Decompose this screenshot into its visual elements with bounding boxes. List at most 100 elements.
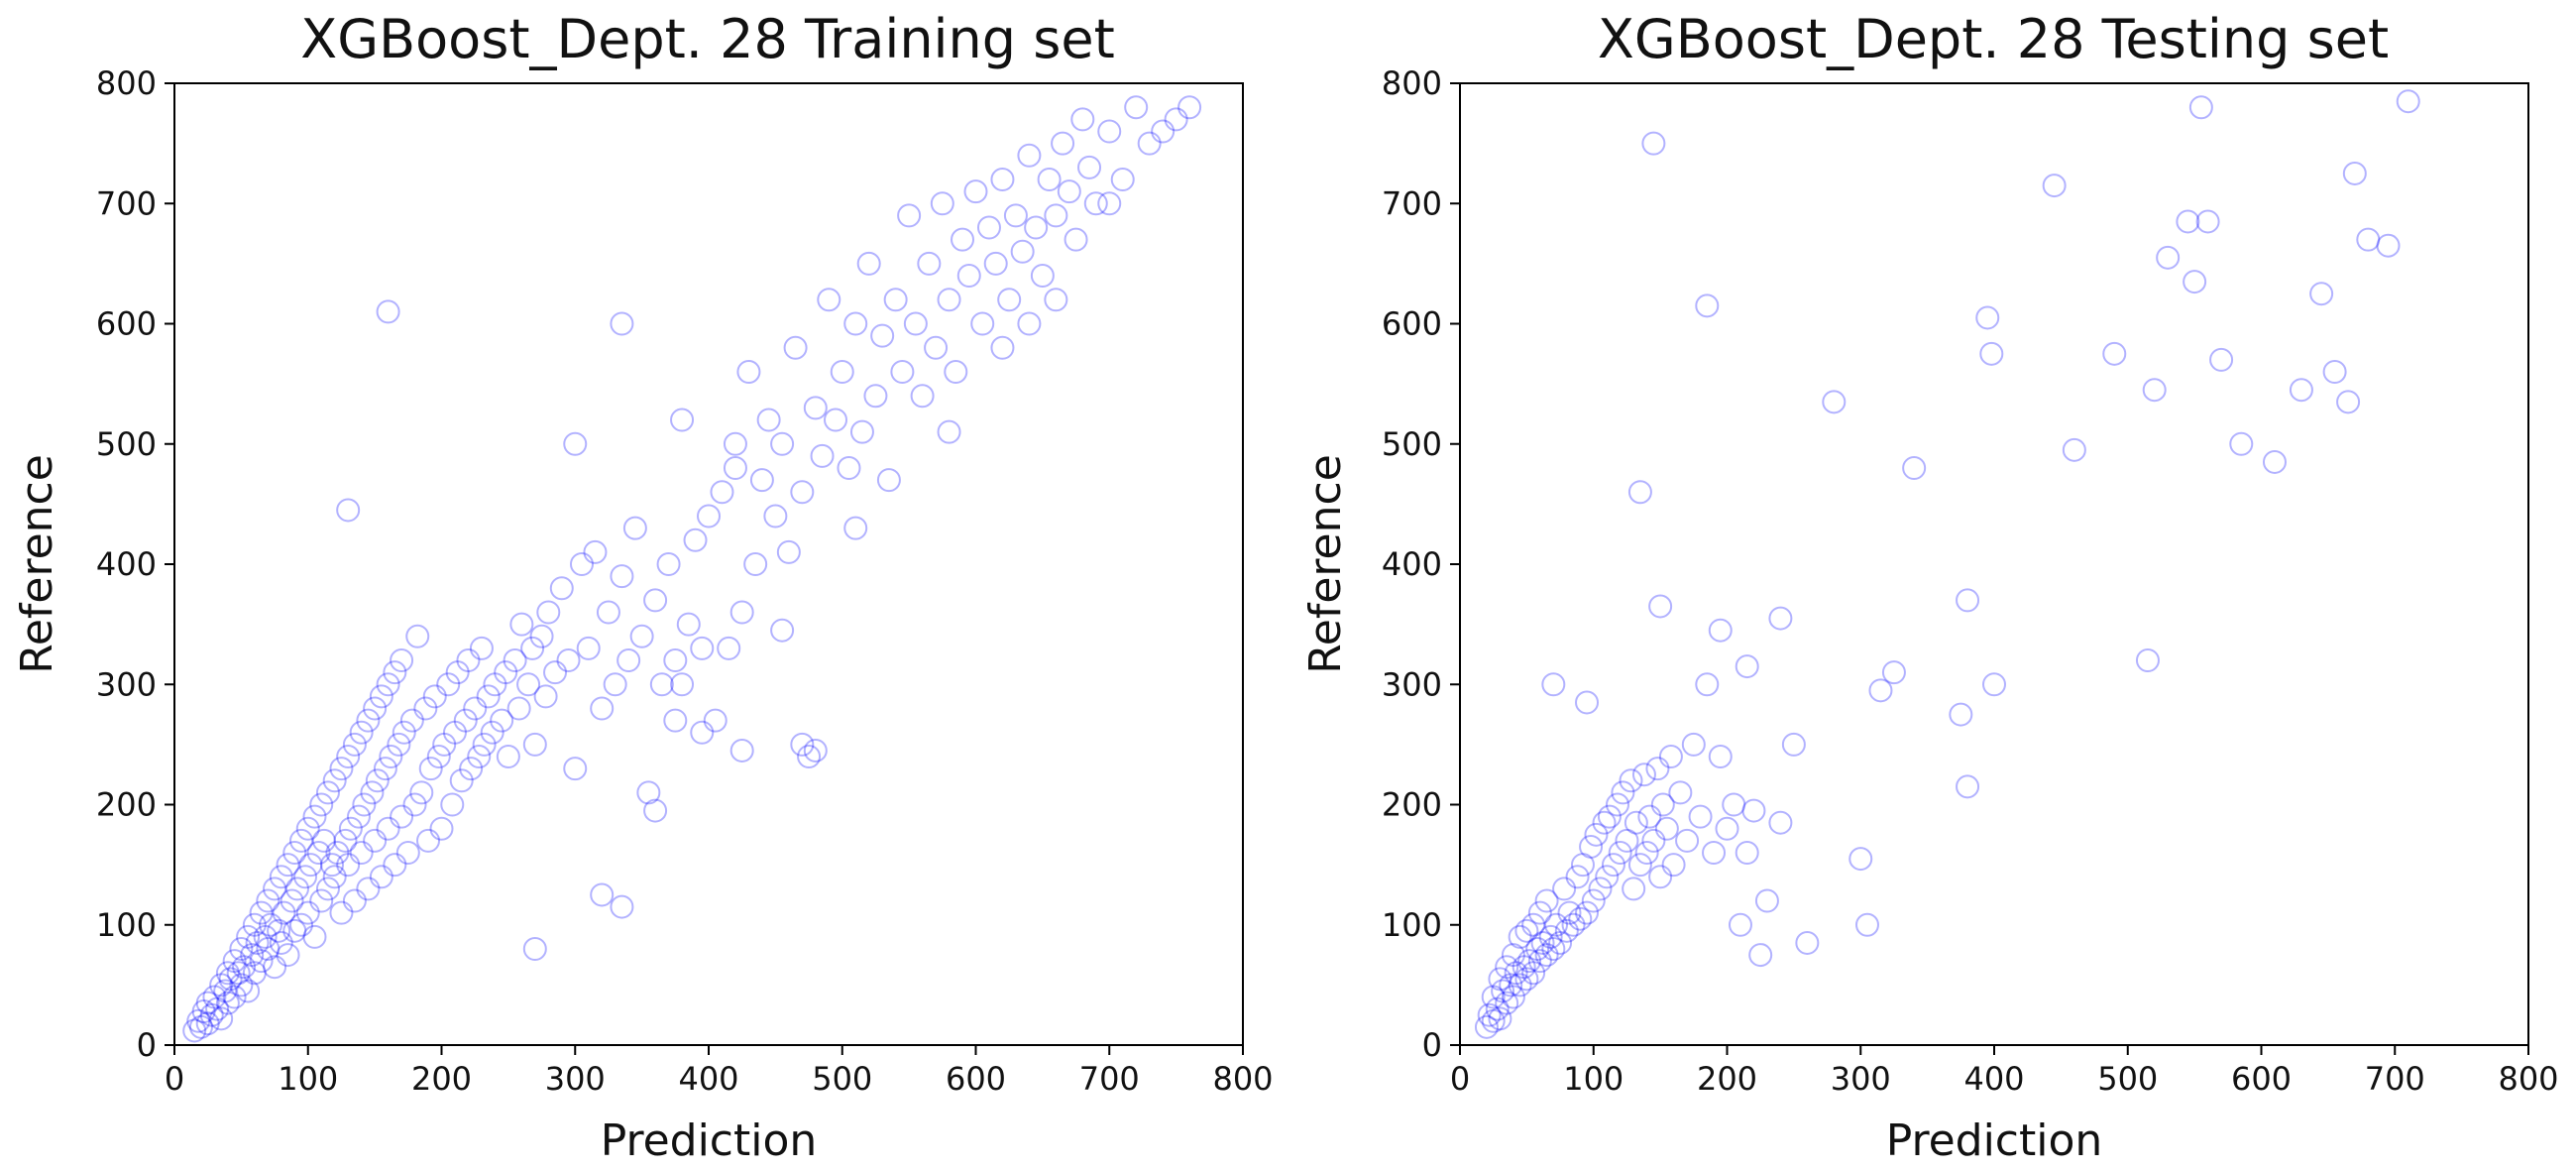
training-set-data-point: [556, 648, 581, 672]
testing-set-data-point: [2102, 341, 2127, 366]
testing-set-y-axis-label: Reference: [1300, 454, 1351, 674]
training-set-data-point: [342, 732, 367, 757]
training-set-data-point: [1097, 191, 1122, 216]
training-set-data-point: [315, 877, 340, 901]
training-set-data-point: [803, 396, 828, 420]
training-set-data-point: [876, 468, 901, 493]
training-set-data-point: [970, 311, 995, 336]
training-set-data-point: [629, 624, 654, 648]
training-set-data-point: [790, 732, 815, 757]
testing-set-y-tick-label: 600: [1382, 305, 1442, 343]
training-set-data-point: [776, 539, 801, 564]
testing-set-data-point: [1668, 780, 1693, 805]
testing-set-data-point: [1695, 672, 1720, 697]
training-set-data-point: [182, 1018, 207, 1043]
testing-set-data-point: [1956, 588, 1980, 613]
training-set-data-point: [1070, 107, 1095, 132]
testing-set-data-point: [1848, 847, 1873, 872]
testing-set-data-point: [2156, 245, 2181, 270]
training-set-data-point: [322, 865, 347, 889]
training-set-data-point: [790, 480, 815, 505]
training-set-data-point: [770, 431, 795, 456]
training-set-x-tick-label: 0: [165, 1060, 184, 1098]
training-set-data-point: [890, 360, 915, 384]
testing-set-data-point: [1544, 912, 1569, 937]
training-set-data-point: [990, 335, 1015, 360]
testing-set-data-point: [2195, 209, 2220, 234]
training-set-data-point: [643, 588, 668, 613]
training-set-data-point: [856, 251, 881, 276]
testing-set-x-tick-label: 700: [2365, 1060, 2425, 1098]
training-set-data-point: [409, 780, 434, 805]
training-set-data-point: [783, 335, 808, 360]
training-set-data-point: [1097, 119, 1122, 144]
training-set-data-point: [670, 672, 695, 697]
training-set-data-point: [824, 408, 848, 432]
training-set-data-point: [509, 612, 534, 637]
training-set-data-point: [937, 419, 961, 444]
training-set-data-point: [399, 708, 424, 733]
training-set-data-point: [1137, 131, 1162, 156]
training-set-y-axis-label: Reference: [12, 454, 62, 674]
training-set-data-point: [209, 1006, 234, 1031]
training-set-data-point: [596, 600, 620, 625]
testing-set-data-point: [1485, 997, 1510, 1021]
testing-set-data-point: [1768, 810, 1793, 835]
testing-set-data-point: [2042, 174, 2067, 198]
training-set-data-point: [649, 672, 674, 697]
training-set-data-point: [432, 732, 457, 757]
testing-set-data-point: [1608, 841, 1632, 865]
testing-set-data-point: [1534, 943, 1559, 968]
training-set-data-point: [736, 360, 761, 384]
training-set-x-tick-label: 500: [812, 1060, 872, 1098]
testing-set-data-point: [1822, 390, 1847, 414]
training-set-data-point: [383, 853, 407, 878]
testing-set-data-point: [1488, 967, 1512, 992]
training-set-data-point: [202, 985, 227, 1009]
training-set-data-point: [603, 672, 627, 697]
testing-set-data-point: [1495, 955, 1519, 980]
testing-set-data-point: [1631, 762, 1656, 787]
training-set-data-point: [440, 792, 465, 817]
training-set-data-point: [494, 660, 518, 685]
testing-set-data-point: [1637, 804, 1662, 829]
training-set-title: XGBoost_Dept. 28 Training set: [300, 8, 1115, 70]
testing-set-data-point: [1521, 912, 1546, 937]
training-set-data-point: [195, 991, 220, 1015]
testing-set-data-point: [2262, 449, 2287, 474]
training-set-data-point: [320, 853, 345, 878]
training-set-data-point: [442, 720, 467, 745]
training-set-data-point: [390, 804, 414, 829]
testing-set-data-point: [1491, 979, 1515, 1003]
testing-set-data-point: [1541, 937, 1566, 961]
testing-set-title: XGBoost_Dept. 28 Testing set: [1598, 8, 2389, 70]
testing-set-data-point: [1579, 834, 1604, 859]
testing-set-data-point: [1654, 816, 1679, 841]
training-set-data-point: [249, 900, 274, 925]
training-set-data-point: [272, 900, 296, 925]
training-set-data-point: [253, 924, 278, 949]
testing-set-data-point: [1581, 888, 1606, 913]
training-set-data-point: [263, 877, 287, 901]
testing-set-data-point: [1982, 672, 2006, 697]
training-set-data-point: [280, 888, 304, 913]
testing-set-data-point: [1495, 991, 1519, 1015]
training-set-data-point: [976, 215, 1001, 240]
testing-set-data-point: [1530, 930, 1555, 955]
training-set-data-point: [338, 816, 363, 841]
testing-set-data-point: [1570, 853, 1595, 878]
training-set-data-point: [990, 168, 1015, 191]
training-set-data-point: [289, 828, 314, 853]
training-set-data-point: [249, 949, 274, 974]
training-set-data-point: [267, 918, 291, 943]
training-set-data-point: [276, 853, 300, 878]
training-set-data-point: [289, 912, 314, 937]
training-set-data-point: [456, 648, 481, 672]
training-set-data-point: [467, 745, 492, 768]
testing-set-data-point: [1575, 690, 1600, 715]
testing-set-data-point: [1741, 798, 1766, 823]
training-set-data-point: [365, 768, 390, 793]
training-set-data-point: [336, 853, 361, 878]
testing-set-data-point: [2135, 648, 2160, 672]
testing-set-data-point: [1622, 877, 1646, 901]
